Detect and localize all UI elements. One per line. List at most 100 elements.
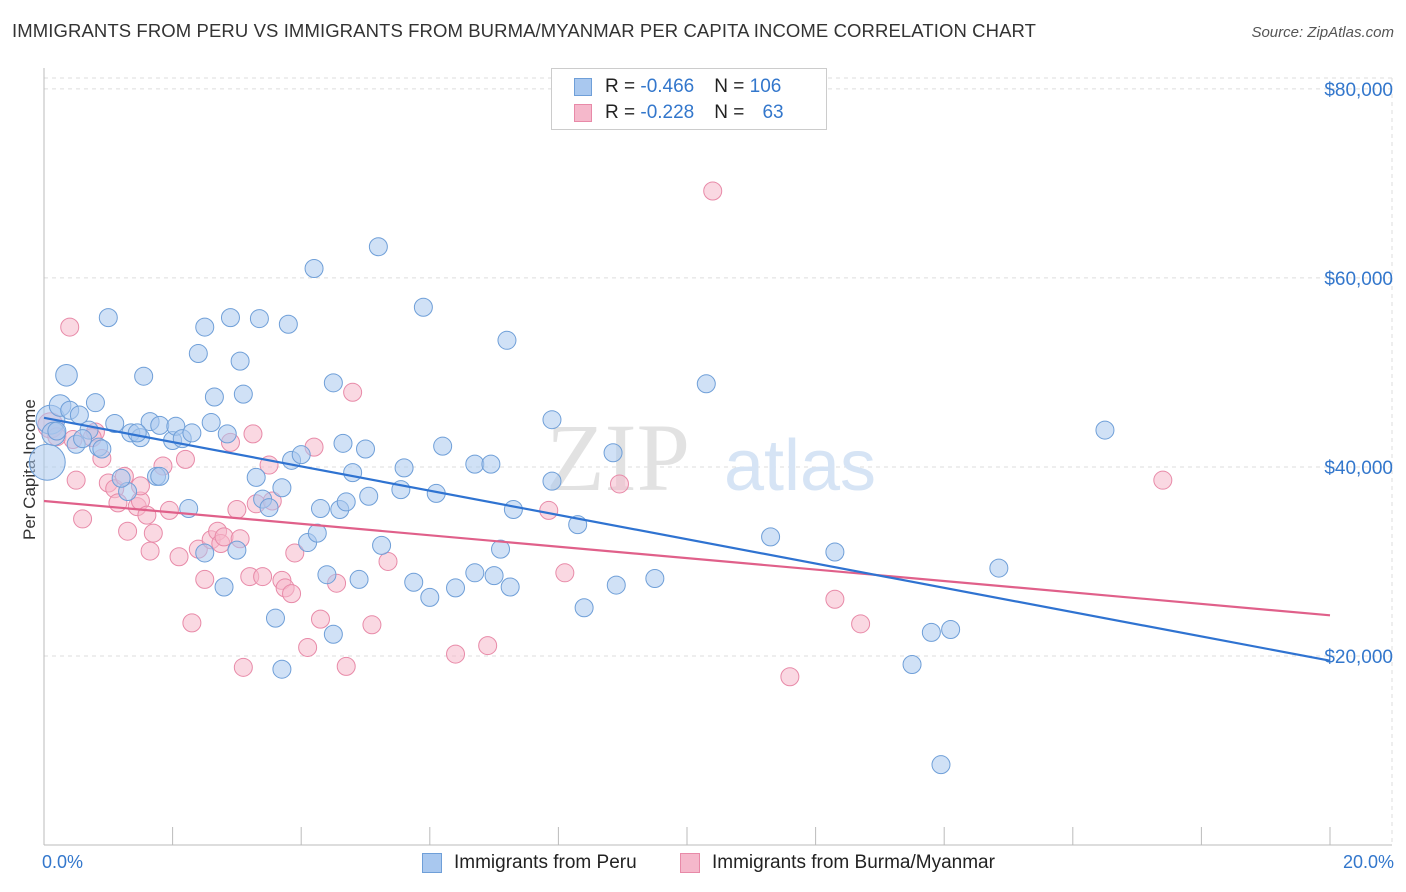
data-point [182, 423, 202, 443]
data-point [574, 598, 594, 618]
data-point [336, 492, 356, 512]
data-point [420, 587, 440, 607]
data-point [73, 509, 93, 529]
data-point [336, 656, 356, 676]
bottom-legend-burma: Immigrants from Burma/Myanmar [680, 852, 995, 874]
y-tick-label: $20,000 [1324, 647, 1393, 668]
data-point [645, 568, 665, 588]
legend-r-value: -0.466 [640, 76, 695, 97]
data-point [291, 445, 311, 465]
data-point [195, 543, 215, 563]
data-point [333, 433, 353, 453]
data-point [491, 539, 511, 559]
trend-line-peru [43, 416, 1331, 662]
data-point [362, 615, 382, 635]
data-point [349, 569, 369, 589]
bottom-legend-swatch-pink [680, 853, 700, 873]
data-point [484, 566, 504, 586]
data-point [343, 463, 363, 483]
x-tick-label-max: 20.0% [1342, 852, 1394, 872]
y-tick-label: $60,000 [1324, 269, 1393, 290]
data-point [233, 657, 253, 677]
data-point [446, 578, 466, 598]
legend-n-value: 63 [762, 102, 784, 123]
legend-r-label: R = [605, 102, 641, 123]
data-point [85, 393, 105, 413]
data-point [259, 498, 279, 518]
data-point [359, 486, 379, 506]
data-point [47, 421, 67, 441]
y-tick-label: $40,000 [1324, 458, 1393, 479]
x-tick-label-min: 0.0% [42, 852, 84, 872]
trend-line-burma [43, 499, 1331, 617]
data-point [307, 523, 327, 543]
data-point [323, 624, 343, 644]
data-point [343, 382, 363, 402]
data-point [227, 499, 247, 519]
data-point [503, 499, 523, 519]
data-point [105, 413, 125, 433]
data-point [851, 614, 871, 634]
data-point [127, 423, 147, 443]
data-point [182, 613, 202, 633]
data-point [310, 499, 330, 519]
data-point [150, 466, 170, 486]
data-point [282, 584, 302, 604]
data-point [372, 535, 392, 555]
data-point [323, 373, 343, 393]
legend-r-label: R = [605, 76, 641, 97]
series-peru-points [28, 237, 1115, 775]
data-point [825, 542, 845, 562]
data-point [92, 439, 112, 459]
data-point [825, 589, 845, 609]
data-point [272, 659, 292, 679]
data-point [150, 415, 170, 435]
data-point [394, 458, 414, 478]
data-point [233, 384, 253, 404]
data-point [304, 258, 324, 278]
data-point [249, 309, 269, 329]
data-point [73, 429, 93, 449]
data-point [253, 567, 273, 587]
data-point [921, 622, 941, 642]
data-point [246, 467, 266, 487]
data-point [278, 314, 298, 334]
data-point [500, 577, 520, 597]
data-point [696, 374, 716, 394]
data-point [446, 644, 466, 664]
data-point [143, 523, 163, 543]
y-tick-labels: $20,000 $40,000 $60,000 $80,000 [1324, 80, 1393, 668]
data-point [989, 558, 1009, 578]
data-point [539, 500, 559, 520]
legend-n-label: N = [714, 76, 750, 97]
y-tick-label: $80,000 [1324, 80, 1393, 101]
bottom-legend-peru-label: Immigrants from Peru [454, 852, 637, 873]
data-point [356, 439, 375, 459]
data-point [310, 609, 330, 629]
data-point [214, 527, 234, 547]
data-point [404, 572, 424, 592]
data-point [378, 551, 398, 571]
legend-n-label: N = [714, 102, 750, 123]
data-point [481, 454, 501, 474]
data-point [542, 410, 562, 430]
data-point [159, 500, 179, 520]
data-point [606, 575, 626, 595]
data-point [478, 636, 498, 656]
data-point [761, 527, 781, 547]
data-point [285, 543, 305, 563]
bottom-legend-burma-label: Immigrants from Burma/Myanmar [712, 852, 995, 873]
data-point [111, 468, 131, 488]
data-point [703, 181, 723, 201]
data-point [227, 540, 247, 560]
watermark: ZIP atlas [546, 404, 876, 511]
data-point [214, 577, 234, 597]
data-point [195, 317, 215, 337]
bottom-legend-swatch-blue [422, 853, 442, 873]
data-point [98, 308, 118, 328]
data-point [298, 637, 318, 657]
data-point [1153, 470, 1173, 490]
data-point [217, 424, 237, 444]
data-point [272, 478, 292, 498]
